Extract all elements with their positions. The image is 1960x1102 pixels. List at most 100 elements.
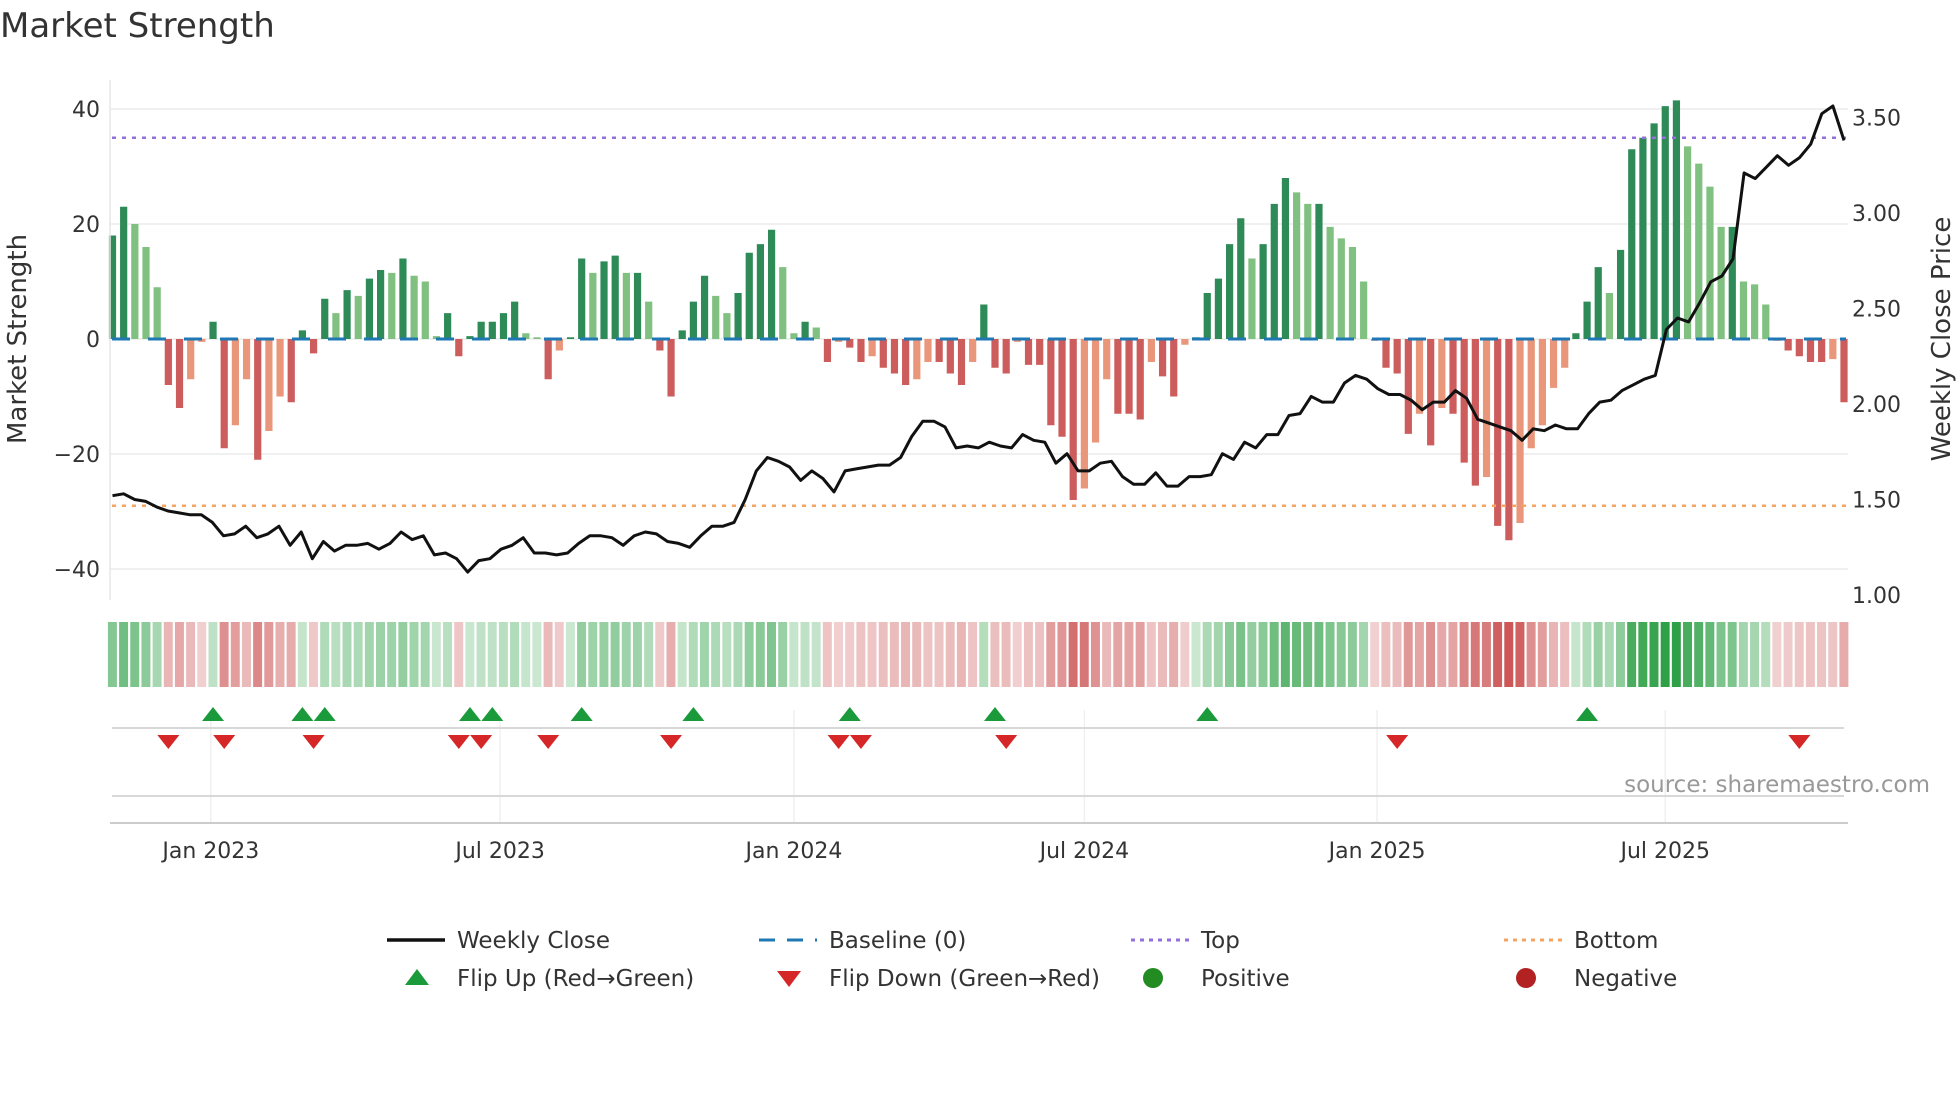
- strength-bar: [164, 339, 172, 385]
- heat-strip-cell: [610, 622, 620, 687]
- legend-item: Negative: [1516, 966, 1677, 992]
- heat-strip-cell: [1627, 622, 1637, 687]
- heat-strip-cell: [1660, 622, 1670, 687]
- legend-item: Top: [1131, 928, 1240, 954]
- strength-bar: [969, 339, 977, 362]
- heat-strip-cell: [1705, 622, 1715, 687]
- heat-strip-cell: [632, 622, 642, 687]
- strength-bar: [946, 339, 954, 374]
- heat-strip-cell: [186, 622, 196, 687]
- strength-bar: [1069, 339, 1077, 500]
- heat-strip-cell: [208, 622, 218, 687]
- strength-bar: [1739, 281, 1748, 339]
- heat-strip-cell: [197, 622, 207, 687]
- strength-bar: [913, 339, 921, 380]
- heat-strip-cell: [1817, 622, 1827, 687]
- heat-strip-cell: [1683, 622, 1692, 687]
- strength-bar: [1784, 339, 1792, 351]
- heat-strip-cell: [1537, 622, 1547, 687]
- y-tick-label: −20: [54, 443, 100, 468]
- strength-bar: [812, 327, 820, 339]
- heat-strip-cell: [1280, 622, 1290, 687]
- heat-strip-cell: [1303, 622, 1313, 687]
- heat-strip-cell: [1727, 622, 1737, 687]
- strength-bar: [466, 336, 474, 339]
- strength-bar: [868, 339, 876, 357]
- heat-strip-cell: [1649, 622, 1659, 687]
- heat-strip-cell: [308, 622, 318, 687]
- flip-markers: [112, 707, 1844, 797]
- strength-bar: [600, 261, 608, 339]
- strength-bar: [1382, 339, 1390, 368]
- heat-strip-cell: [822, 622, 832, 687]
- heat-strip-cell: [1593, 622, 1603, 687]
- strength-bar: [1628, 149, 1636, 339]
- flip-up-marker: [202, 707, 225, 721]
- heat-strip-cell: [1493, 622, 1503, 687]
- strength-bar: [656, 339, 664, 351]
- heat-strip-cell: [1046, 622, 1056, 687]
- flip-down-marker: [1386, 735, 1409, 749]
- strength-bar: [522, 333, 530, 339]
- chart-title: Market Strength: [0, 6, 275, 46]
- y2-axis-label: Weekly Close Price: [1927, 217, 1957, 462]
- heat-strip-cell: [219, 622, 229, 687]
- heat-strip-cell: [130, 622, 140, 687]
- heat-strip-cell: [1839, 622, 1849, 687]
- y-tick-label: 0: [86, 328, 100, 353]
- strength-bar: [1561, 339, 1569, 368]
- heat-strip-cell: [342, 622, 352, 687]
- heat-strip-cell: [699, 622, 709, 687]
- strength-bar: [756, 244, 765, 339]
- heat-strip-cell: [465, 622, 475, 687]
- y-tick-label: −40: [54, 558, 100, 583]
- strength-bar: [1259, 244, 1267, 339]
- heat-strip-cell: [1403, 622, 1413, 687]
- flip-down-marker: [849, 735, 872, 749]
- heat-strip-cell: [264, 622, 274, 687]
- strength-bar: [287, 339, 295, 403]
- flip-down-marker: [660, 735, 683, 749]
- heat-strip-cell: [1526, 622, 1536, 687]
- heat-strip-cell: [1146, 622, 1156, 687]
- heat-strip-cell: [722, 622, 732, 687]
- heat-strip-cell: [420, 622, 430, 687]
- heat-strip-cell: [376, 622, 385, 687]
- strength-bar: [779, 267, 787, 339]
- strength-bar: [1650, 123, 1658, 339]
- x-tick-label: Jan 2023: [160, 839, 259, 864]
- heat-strip-cell: [1225, 622, 1234, 687]
- heat-strip-cell: [1057, 622, 1067, 687]
- heat-strip-cell: [297, 622, 307, 687]
- heat-strip-cell: [945, 622, 955, 687]
- strength-bar: [175, 339, 184, 408]
- strength-bar: [187, 339, 195, 380]
- flip-down-marker: [157, 735, 180, 749]
- strength-bar: [1136, 339, 1144, 420]
- heat-strip-cell: [1828, 622, 1838, 687]
- strength-bar: [365, 278, 374, 339]
- heat-strip-cell: [253, 622, 263, 687]
- heat-strip-cell: [152, 622, 162, 687]
- heat-strip-cell: [1113, 622, 1123, 687]
- strength-bar: [723, 313, 731, 339]
- flip-up-marker: [291, 707, 314, 721]
- strength-bar: [1237, 218, 1245, 339]
- heat-strip-cell: [755, 622, 765, 687]
- heat-strip-cell: [431, 622, 441, 687]
- strength-bar: [477, 321, 485, 339]
- heat-strip-cell: [141, 622, 151, 687]
- strength-bar: [902, 339, 910, 385]
- heat-strip-cell: [1615, 622, 1625, 687]
- heat-strip-cell: [331, 622, 341, 687]
- heat-strip-cell: [398, 622, 408, 687]
- heat-strip-cell: [554, 622, 564, 687]
- heat-strip-cell: [1694, 622, 1704, 687]
- heat-strip-cell: [532, 622, 542, 687]
- strength-bar: [309, 339, 318, 354]
- heat-strip-cell: [1470, 622, 1480, 687]
- heat-strip-cell: [811, 622, 821, 687]
- heat-strip-cell: [1548, 622, 1558, 687]
- legend-label: Negative: [1574, 966, 1677, 992]
